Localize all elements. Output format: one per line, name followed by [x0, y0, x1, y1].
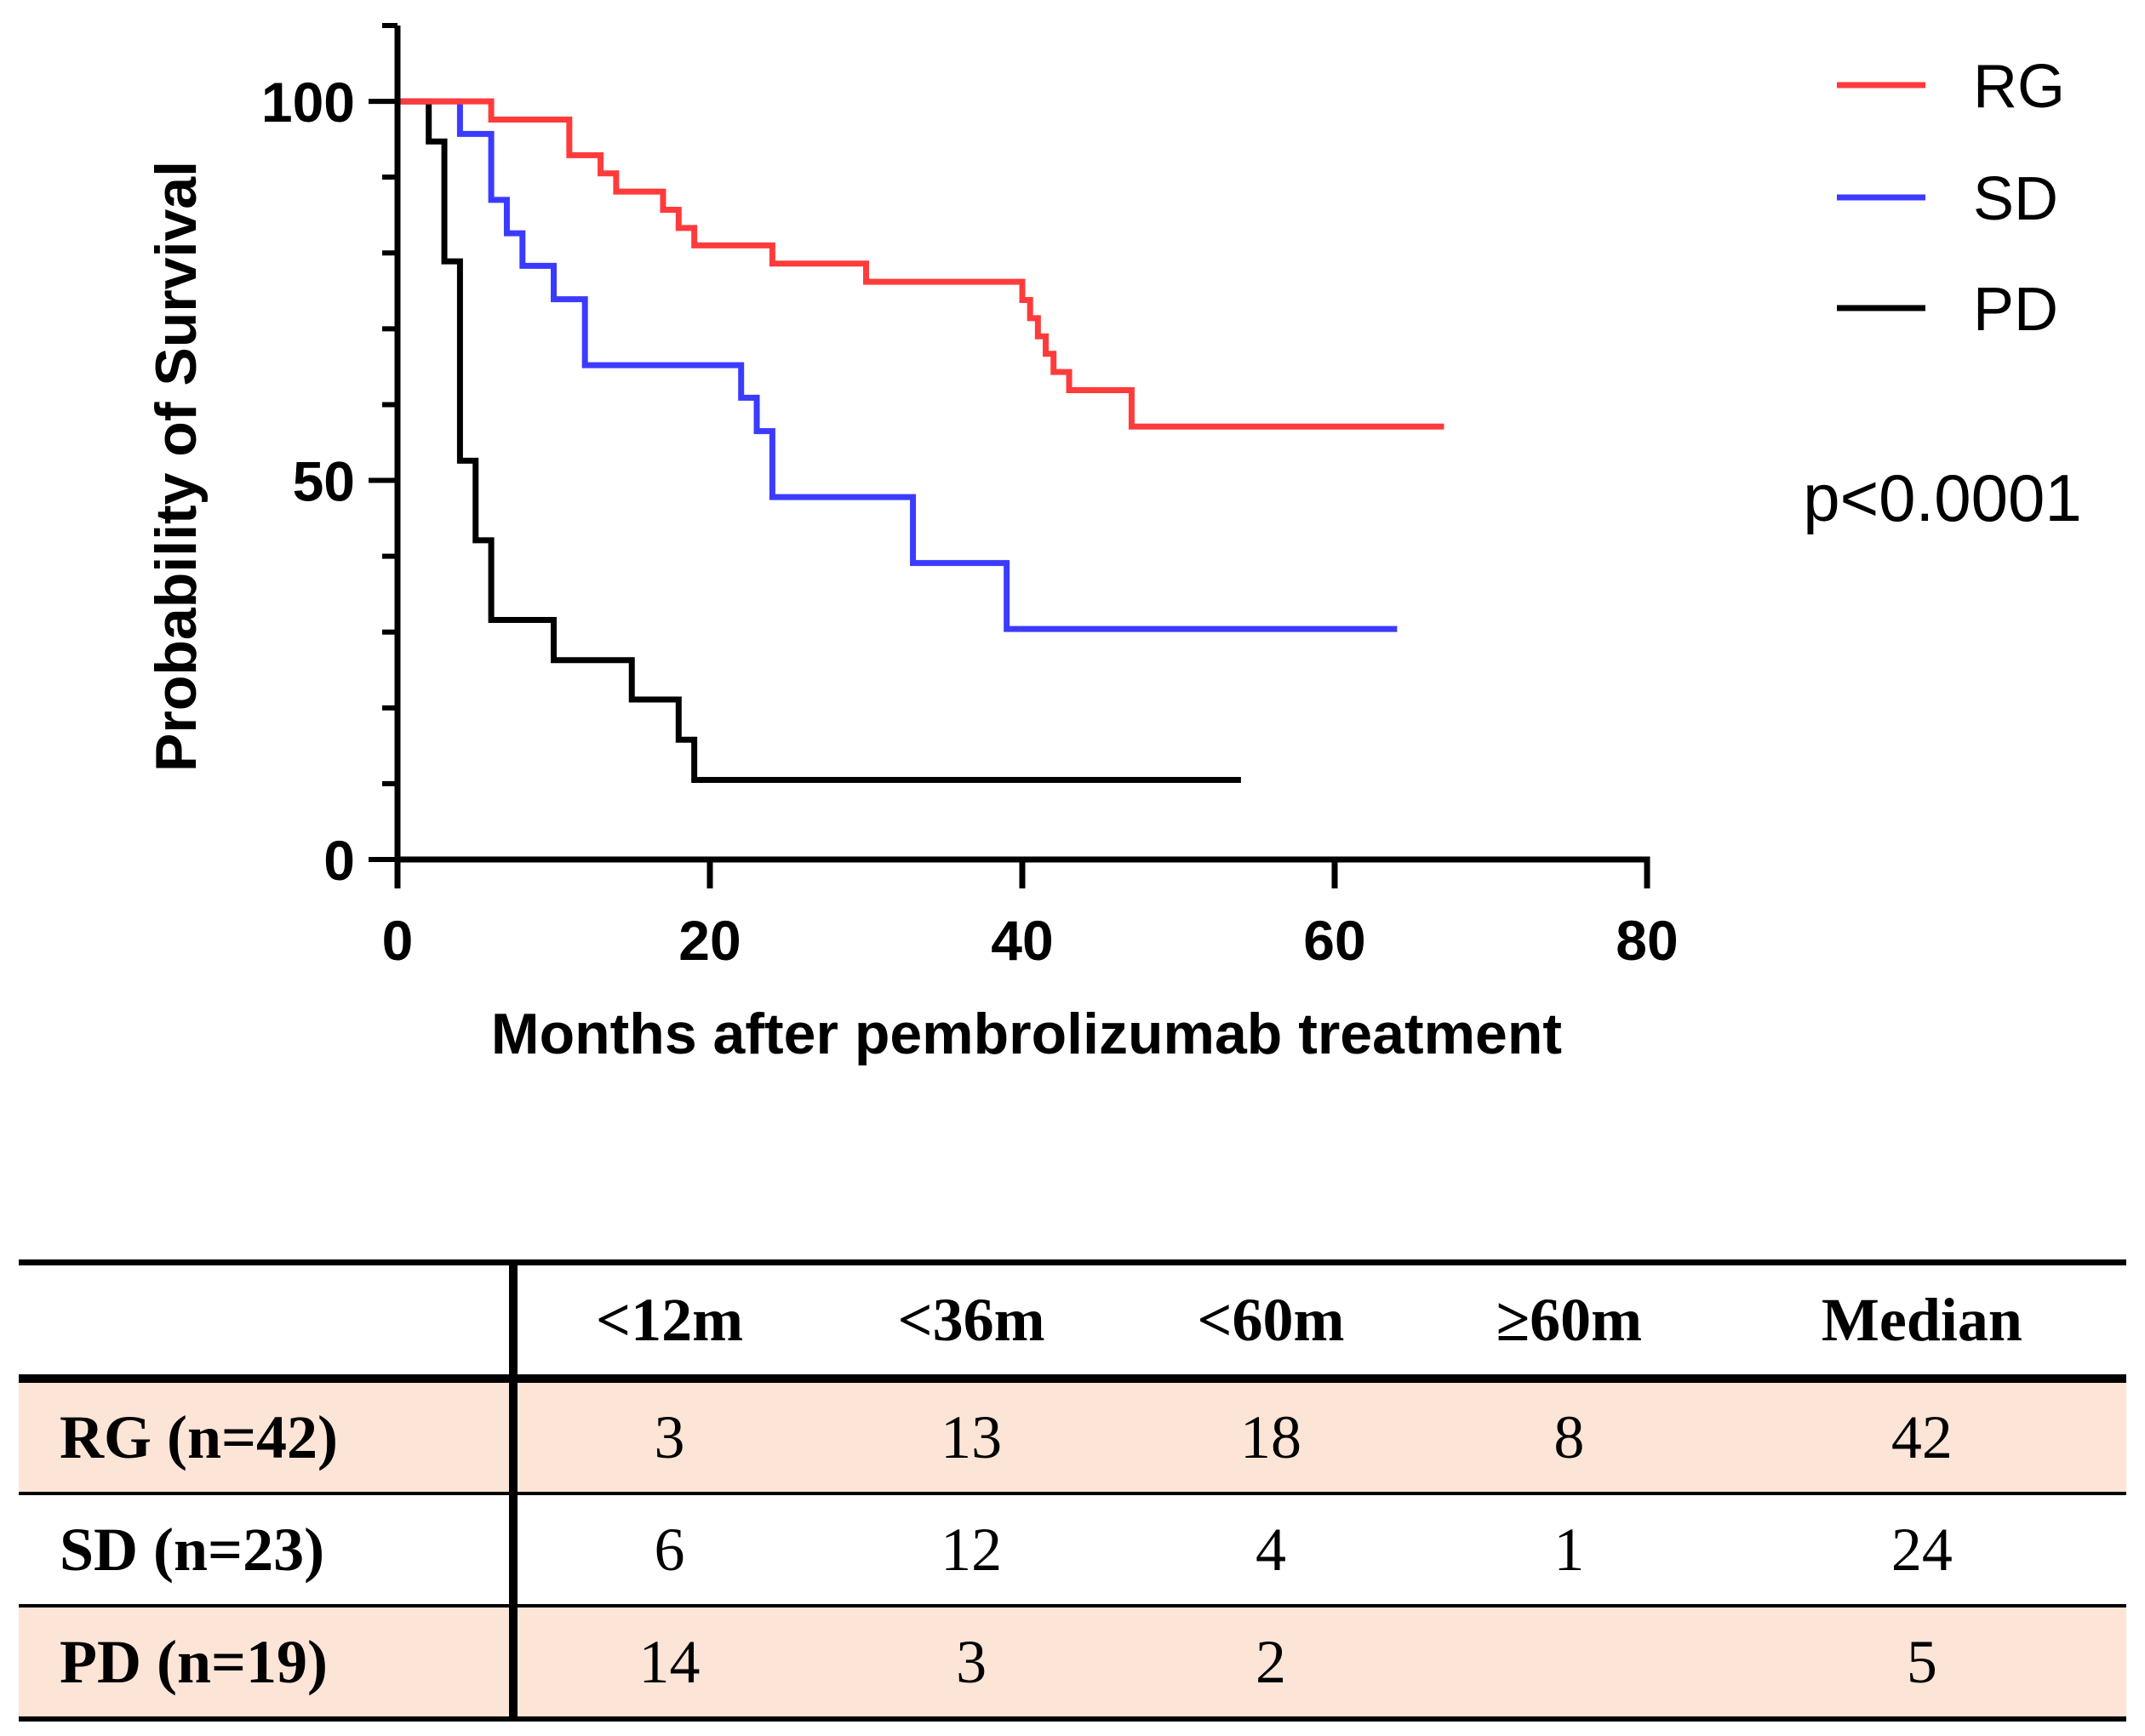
series-line-pd — [398, 98, 1241, 783]
table-cell: 14 — [513, 1606, 822, 1719]
series-line-rg — [398, 98, 1444, 430]
table-cell: 2 — [1121, 1606, 1421, 1719]
table-cell: 12 — [941, 1515, 1003, 1584]
table-row-sd: SD (n=23) 6 12 4 1 24 — [19, 1493, 2126, 1606]
y-tick-label: 0 — [323, 829, 355, 892]
table-cell — [1420, 1606, 1718, 1719]
x-tick-label: 40 — [991, 909, 1053, 972]
table-cell: 3 — [513, 1379, 822, 1493]
table-row-rg: RG (n=42) 3 13 18 8 42 — [19, 1379, 2126, 1493]
x-tick-label: 20 — [678, 909, 741, 972]
table-cell: 42 — [1717, 1379, 2126, 1493]
table-cell: 5 — [1717, 1606, 2126, 1719]
table-header-row: <12m <36m <60m ≥60m Median — [19, 1262, 2126, 1379]
table-header-median: Median — [1821, 1285, 2022, 1354]
table-cell: 6 — [654, 1515, 685, 1584]
table-cell: 4 — [1256, 1515, 1287, 1584]
plot-lines — [398, 98, 1444, 783]
y-axis-title: Probability of Survival — [144, 161, 209, 772]
table-cell: 13 — [821, 1379, 1122, 1493]
table-header-lt12m: <12m — [596, 1285, 744, 1354]
table-cell: 8 — [1420, 1379, 1718, 1493]
table-header-lt60m: <60m — [1197, 1285, 1345, 1354]
row-label-sd: SD (n=23) — [19, 1493, 518, 1606]
table-cell: 1 — [1553, 1515, 1585, 1584]
table-row-pd: PD (n=19) 14 3 2 5 — [19, 1606, 2126, 1719]
legend-label-sd: SD — [1973, 165, 2058, 233]
legend: RG SD PD — [1837, 53, 2065, 344]
axes: 0 20 40 60 80 0 50 100 — [261, 23, 1679, 972]
table-cell: 3 — [821, 1606, 1122, 1719]
x-tick-label: 80 — [1616, 909, 1678, 972]
table-header-lt36m: <36m — [897, 1285, 1045, 1354]
table-header-ge60m: ≥60m — [1496, 1285, 1643, 1354]
row-label-rg: RG (n=42) — [19, 1379, 518, 1493]
series-line-sd — [398, 98, 1398, 632]
summary-table: <12m <36m <60m ≥60m Median RG (n=42) 3 1… — [19, 1259, 2126, 1722]
table-header-stub — [19, 1262, 518, 1379]
row-label-pd: PD (n=19) — [19, 1606, 518, 1719]
legend-label-pd: PD — [1973, 276, 2058, 344]
x-axis-title: Months after pembrolizumab treatment — [491, 1002, 1562, 1066]
table-cell: 24 — [1890, 1515, 1953, 1584]
p-value-annotation: p<0.0001 — [1803, 460, 2082, 535]
x-tick-label: 0 — [382, 909, 414, 972]
table-cell: 18 — [1121, 1379, 1421, 1493]
y-tick-label: 50 — [293, 450, 355, 513]
y-tick-label: 100 — [261, 71, 355, 134]
legend-label-rg: RG — [1973, 53, 2065, 121]
x-tick-label: 60 — [1303, 909, 1365, 972]
